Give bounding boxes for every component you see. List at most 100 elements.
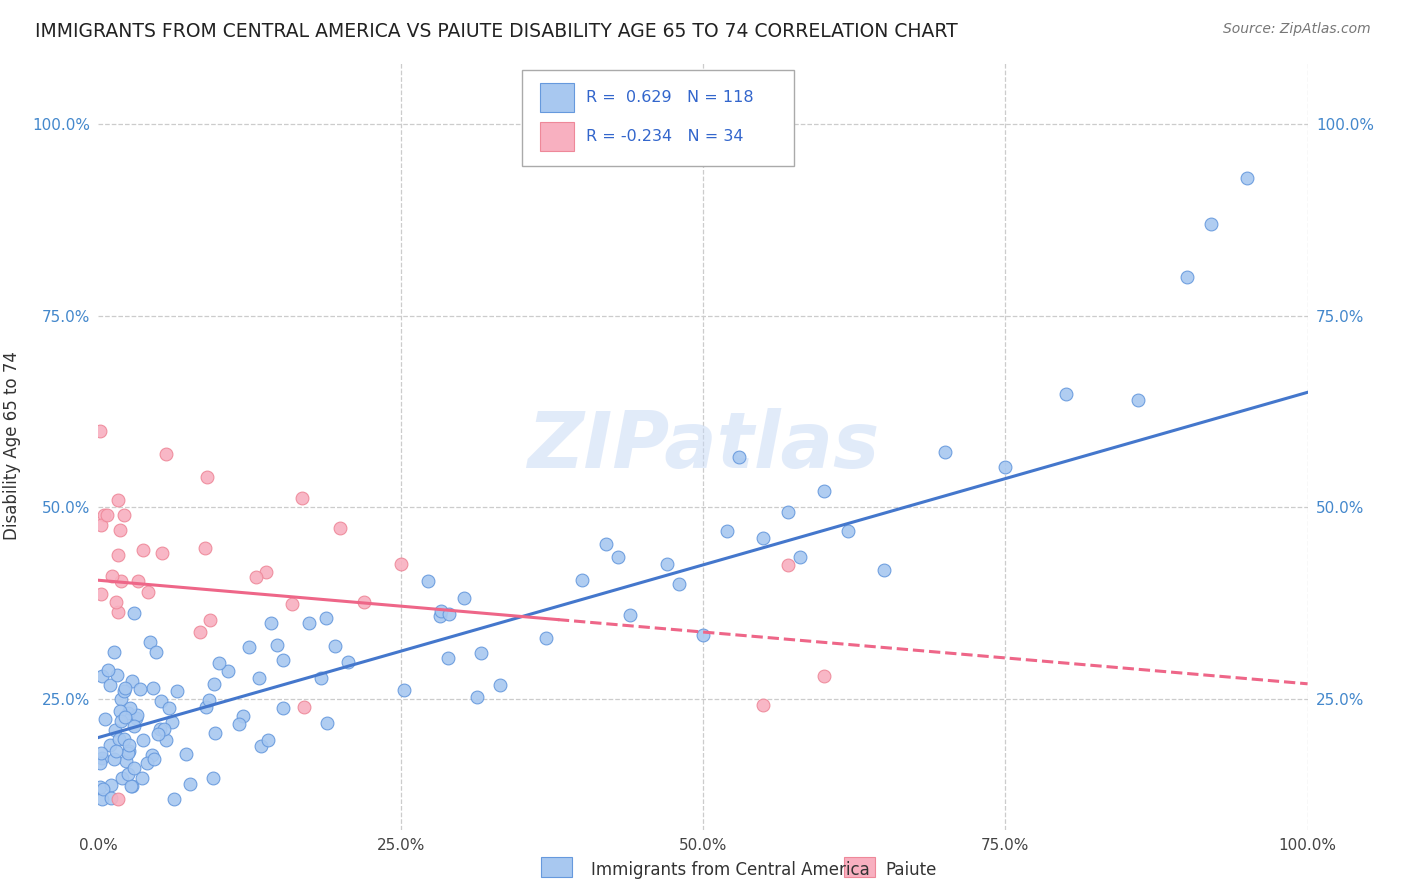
Point <box>145 645 167 659</box>
Point <box>104 595 127 609</box>
Point <box>668 576 690 591</box>
Point <box>247 672 270 686</box>
Point <box>101 569 124 583</box>
Point <box>465 690 488 705</box>
Bar <box>844 857 875 877</box>
Point <box>837 524 859 539</box>
Point <box>453 591 475 606</box>
Point <box>118 738 141 752</box>
Point <box>121 673 143 688</box>
Point <box>91 751 114 765</box>
Point <box>108 732 131 747</box>
Point <box>128 682 150 697</box>
Point <box>136 756 159 770</box>
Point <box>112 731 135 746</box>
Point <box>353 595 375 609</box>
Point <box>315 611 337 625</box>
Point <box>292 700 315 714</box>
Point <box>260 615 283 630</box>
Point <box>201 771 224 785</box>
Point <box>132 732 155 747</box>
Point <box>273 653 295 667</box>
Point <box>110 771 132 785</box>
Point <box>323 640 346 654</box>
Point <box>439 607 461 621</box>
Point <box>125 707 148 722</box>
Point <box>91 669 114 683</box>
Point <box>121 780 143 794</box>
Point <box>176 747 198 761</box>
Point <box>160 714 183 729</box>
Point <box>271 701 294 715</box>
Point <box>89 756 111 770</box>
Bar <box>540 83 574 112</box>
Point <box>100 790 122 805</box>
Point <box>266 638 288 652</box>
FancyBboxPatch shape <box>522 70 793 166</box>
Point <box>110 574 132 588</box>
Point <box>131 543 153 558</box>
Point <box>198 613 221 627</box>
Point <box>281 598 304 612</box>
Point <box>217 664 239 678</box>
Point <box>195 469 218 483</box>
Point <box>1128 393 1150 408</box>
Text: Immigrants from Central America: Immigrants from Central America <box>591 861 869 879</box>
Text: R =  0.629   N = 118: R = 0.629 N = 118 <box>586 90 754 105</box>
Point <box>392 683 415 698</box>
Point <box>311 671 333 685</box>
Point <box>112 684 135 698</box>
Point <box>104 723 127 738</box>
Point <box>813 484 835 499</box>
Point <box>470 646 492 660</box>
Point <box>103 645 125 659</box>
Point <box>716 524 738 538</box>
Point <box>142 681 165 696</box>
Point <box>122 761 145 775</box>
Point <box>934 444 956 458</box>
Text: ZIPatlas: ZIPatlas <box>527 408 879 484</box>
Point <box>595 537 617 551</box>
Point <box>155 733 177 747</box>
Point <box>1236 170 1258 185</box>
Point <box>90 747 112 761</box>
Point <box>571 573 593 587</box>
Point <box>208 656 231 670</box>
Point <box>110 704 132 718</box>
Point <box>430 604 453 618</box>
Point <box>607 549 630 564</box>
Point <box>110 692 132 706</box>
Point <box>204 725 226 739</box>
Point <box>149 693 172 707</box>
Text: Source: ZipAtlas.com: Source: ZipAtlas.com <box>1223 22 1371 37</box>
Point <box>131 772 153 786</box>
Point <box>108 524 131 538</box>
Point <box>90 792 112 806</box>
Bar <box>541 857 572 877</box>
Point <box>89 780 111 794</box>
Point <box>315 716 337 731</box>
Point <box>994 460 1017 475</box>
Point <box>249 739 271 753</box>
Point <box>298 615 321 630</box>
Point <box>257 733 280 747</box>
Point <box>93 508 115 522</box>
Y-axis label: Disability Age 65 to 74: Disability Age 65 to 74 <box>3 351 21 541</box>
Point <box>115 754 138 768</box>
Point <box>114 710 136 724</box>
Point <box>98 739 121 753</box>
Text: R = -0.234   N = 34: R = -0.234 N = 34 <box>586 128 744 144</box>
Point <box>90 586 112 600</box>
Point <box>245 570 267 584</box>
Point <box>91 782 114 797</box>
Point <box>254 565 277 579</box>
Point <box>534 631 557 645</box>
Point <box>195 699 218 714</box>
Point <box>655 558 678 572</box>
Point <box>103 752 125 766</box>
Point <box>114 681 136 695</box>
Point <box>752 698 775 712</box>
Point <box>194 541 217 555</box>
Point <box>728 450 751 464</box>
Point <box>141 747 163 762</box>
